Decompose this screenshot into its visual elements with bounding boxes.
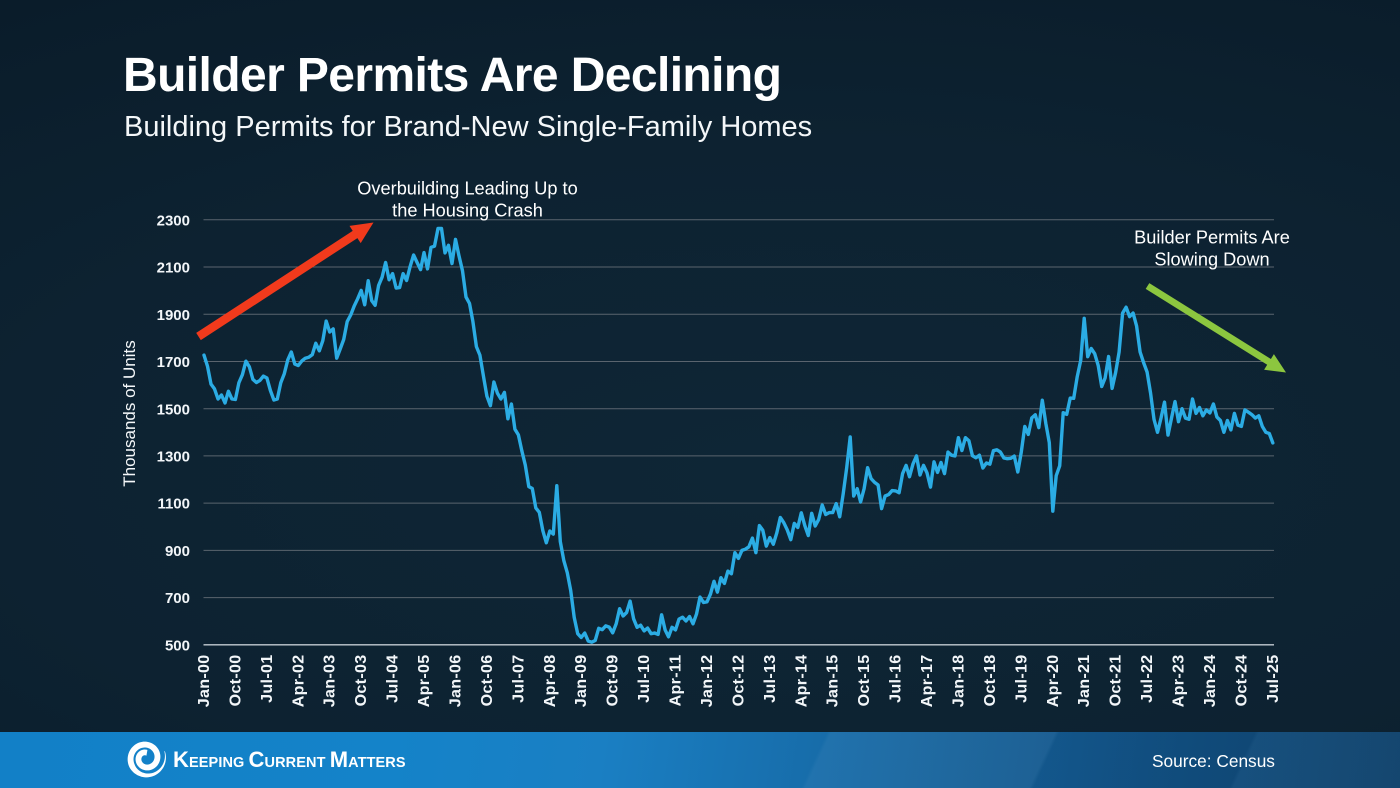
svg-text:Oct-12: Oct-12 — [729, 655, 747, 707]
svg-text:the Housing Crash: the Housing Crash — [392, 201, 543, 221]
svg-text:Jan-09: Jan-09 — [572, 655, 590, 708]
svg-text:Jul-22: Jul-22 — [1138, 655, 1156, 703]
svg-text:Jul-16: Jul-16 — [887, 655, 905, 703]
svg-text:Apr-23: Apr-23 — [1170, 655, 1188, 708]
svg-text:1100: 1100 — [157, 496, 190, 513]
svg-text:Jan-24: Jan-24 — [1201, 655, 1219, 708]
svg-text:Jan-21: Jan-21 — [1075, 655, 1093, 708]
svg-text:2300: 2300 — [157, 212, 190, 229]
svg-text:700: 700 — [165, 590, 190, 607]
svg-text:Oct-09: Oct-09 — [604, 655, 622, 707]
svg-text:500: 500 — [165, 637, 190, 654]
svg-text:Jul-13: Jul-13 — [761, 655, 779, 703]
svg-text:Apr-08: Apr-08 — [541, 655, 559, 708]
svg-text:900: 900 — [165, 543, 190, 560]
svg-text:Oct-03: Oct-03 — [352, 655, 370, 707]
svg-text:Apr-05: Apr-05 — [415, 655, 433, 708]
svg-text:Apr-11: Apr-11 — [667, 655, 685, 707]
svg-text:1500: 1500 — [157, 401, 190, 418]
svg-text:Jul-19: Jul-19 — [1012, 655, 1030, 703]
svg-text:Apr-20: Apr-20 — [1044, 655, 1062, 708]
svg-text:Oct-15: Oct-15 — [855, 655, 873, 707]
svg-text:Oct-21: Oct-21 — [1107, 655, 1125, 707]
svg-text:1300: 1300 — [157, 449, 190, 466]
svg-text:Jan-06: Jan-06 — [447, 655, 465, 708]
svg-text:Oct-18: Oct-18 — [981, 655, 999, 707]
svg-text:Oct-06: Oct-06 — [478, 655, 496, 707]
svg-text:Slowing Down: Slowing Down — [1154, 250, 1269, 270]
svg-text:Jan-12: Jan-12 — [698, 655, 716, 708]
svg-text:Apr-17: Apr-17 — [918, 655, 936, 708]
svg-text:2100: 2100 — [157, 260, 190, 277]
svg-text:Oct-24: Oct-24 — [1232, 655, 1250, 707]
svg-text:Thousands of Units: Thousands of Units — [120, 340, 139, 486]
svg-text:Apr-14: Apr-14 — [792, 655, 810, 708]
svg-text:Jan-00: Jan-00 — [195, 655, 213, 708]
svg-text:Apr-02: Apr-02 — [289, 655, 307, 708]
svg-text:Jul-04: Jul-04 — [384, 655, 402, 703]
svg-text:Jan-03: Jan-03 — [321, 655, 339, 708]
svg-text:1700: 1700 — [157, 354, 190, 371]
svg-text:Jul-25: Jul-25 — [1264, 655, 1282, 703]
svg-text:Jul-10: Jul-10 — [635, 655, 653, 703]
svg-text:Overbuilding Leading Up to: Overbuilding Leading Up to — [357, 179, 577, 199]
svg-text:Jan-18: Jan-18 — [949, 655, 967, 708]
svg-text:Builder Permits Are: Builder Permits Are — [1134, 228, 1290, 248]
svg-text:Jan-15: Jan-15 — [824, 655, 842, 708]
svg-text:Oct-00: Oct-00 — [226, 655, 244, 707]
svg-text:Jul-01: Jul-01 — [258, 655, 276, 703]
svg-text:Jul-07: Jul-07 — [509, 655, 527, 703]
svg-text:1900: 1900 — [157, 307, 190, 324]
